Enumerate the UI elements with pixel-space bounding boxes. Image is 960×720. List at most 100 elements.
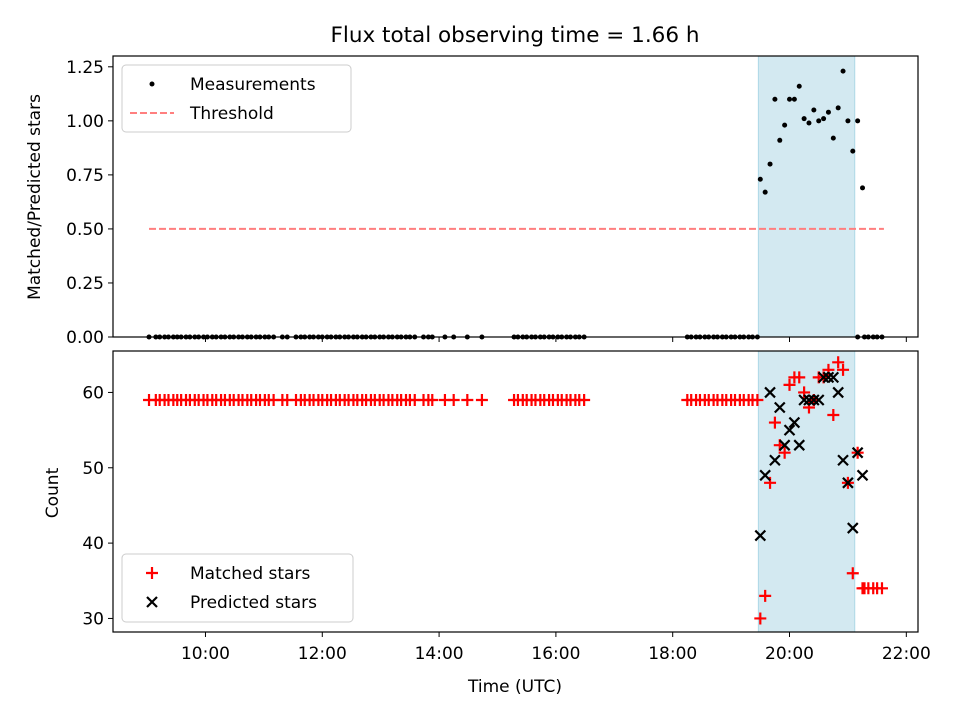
y-tick-label: 0.00 [66, 328, 104, 348]
y-tick-label: 50 [82, 459, 104, 479]
bottom-x-ticks: 10:00 12:00 14:00 16:00 18:00 20:00 22:00 [181, 632, 931, 664]
measurement-point [791, 96, 797, 102]
matched-star-point [827, 409, 840, 422]
bottom-panel: 30 40 50 60 10:00 12:00 14:00 16:00 18:00 20:00 2… [43, 350, 931, 697]
top-y-axis-label: Matched/Predicted stars [25, 94, 45, 300]
matched-star-point [837, 363, 850, 376]
top-shaded-region [757, 55, 856, 338]
bottom-axes-frame [112, 350, 919, 633]
matched-star-point [447, 393, 460, 406]
bottom-y-axis-label: Count [43, 467, 63, 518]
predicted-star-point [847, 522, 859, 534]
x-tick-label: 22:00 [882, 644, 931, 664]
y-tick-label: 30 [82, 609, 104, 629]
legend-threshold-label: Threshold [189, 104, 274, 124]
measurement-point [816, 118, 822, 124]
predicted-star-point [769, 454, 781, 467]
matched-star-point [846, 567, 859, 580]
measurement-point [757, 176, 763, 182]
measurement-point [860, 185, 866, 191]
measurement-point [825, 109, 831, 115]
x-tick-label: 20:00 [765, 644, 814, 664]
y-tick-label: 1.25 [66, 58, 104, 78]
matched-star-point [783, 378, 796, 391]
legend-measurements-label: Measurements [190, 75, 316, 95]
matched-star-point [759, 589, 772, 602]
predicted-star-point [803, 394, 815, 406]
matched-star-point [793, 371, 806, 384]
y-tick-label: 60 [82, 383, 104, 403]
figure-title: Flux total observing time = 1.66 h [331, 23, 700, 48]
matched-star-point [751, 393, 764, 406]
measurement-point [821, 116, 827, 122]
predicted-star-point [842, 477, 854, 489]
measurement-point [850, 148, 856, 154]
measurement-point [835, 105, 841, 111]
top-x-ticks [204, 337, 907, 342]
predicted-star-point [778, 439, 791, 451]
x-tick-label: 10:00 [181, 644, 230, 664]
matched-star-point [461, 393, 474, 406]
predicted-star-point [793, 439, 806, 451]
x-tick-label: 16:00 [531, 644, 580, 664]
measurement-point [796, 83, 802, 89]
top-y-ticks: 0.00 0.25 0.50 0.75 1.00 1.25 [66, 58, 113, 348]
measurement-point [767, 161, 773, 167]
measurement-point [777, 137, 783, 143]
bottom-points-layer [143, 356, 888, 625]
measurement-point [830, 135, 836, 141]
measurement-point [787, 96, 793, 102]
top-panel: 0.00 0.25 0.50 0.75 1.00 1.25 Matched/Predict… [25, 55, 919, 348]
measurement-point [782, 122, 788, 128]
measurement-point [806, 120, 812, 126]
matched-star-point [832, 356, 845, 369]
top-legend-box [121, 64, 352, 133]
legend-matched-marker [146, 567, 158, 579]
bottom-legend: Matched stars Predicted stars [121, 553, 354, 623]
predicted-star-point [788, 416, 801, 429]
x-tick-label: 18:00 [648, 644, 697, 664]
predicted-star-point [764, 386, 776, 399]
measurement-point [772, 96, 778, 102]
matched-star-point [578, 393, 591, 406]
measurement-point [855, 118, 861, 124]
y-tick-label: 1.00 [66, 112, 104, 132]
matched-star-point [778, 446, 791, 459]
predicted-star-point [822, 371, 835, 384]
legend-predicted-marker [146, 596, 158, 608]
x-tick-label: 14:00 [415, 644, 464, 664]
bottom-y-ticks: 30 40 50 60 [82, 383, 113, 629]
top-axes-frame [112, 55, 919, 338]
predicted-star-point [832, 386, 844, 399]
predicted-star-point [812, 394, 825, 406]
matched-star-point [875, 582, 888, 595]
predicted-star-point [817, 371, 830, 384]
y-tick-label: 0.75 [66, 166, 104, 186]
y-tick-label: 0.25 [66, 274, 104, 294]
predicted-star-point [808, 394, 820, 406]
measurement-point [840, 68, 846, 74]
predicted-star-point [851, 446, 864, 459]
predicted-star-point [856, 469, 869, 482]
measurement-point [811, 107, 817, 113]
measurement-point [762, 189, 768, 195]
predicted-star-point [837, 454, 849, 467]
measurement-point [801, 116, 807, 122]
measurement-point [845, 118, 851, 124]
predicted-star-point [774, 401, 786, 414]
y-tick-label: 40 [82, 534, 104, 554]
predicted-star-point [754, 529, 767, 542]
matched-star-point [768, 416, 781, 429]
y-tick-label: 0.50 [66, 220, 104, 240]
x-tick-label: 12:00 [298, 644, 347, 664]
matched-star-point [426, 393, 439, 406]
predicted-star-point [759, 469, 771, 482]
bottom-legend-box [121, 553, 354, 623]
bottom-x-axis-label: Time (UTC) [467, 677, 562, 697]
predicted-star-point [827, 371, 840, 384]
legend-predicted-label: Predicted stars [190, 593, 317, 613]
top-legend: Measurements Threshold [121, 64, 352, 133]
legend-matched-label: Matched stars [190, 564, 310, 584]
top-shaded-window [757, 55, 856, 338]
predicted-star-point [798, 394, 810, 406]
